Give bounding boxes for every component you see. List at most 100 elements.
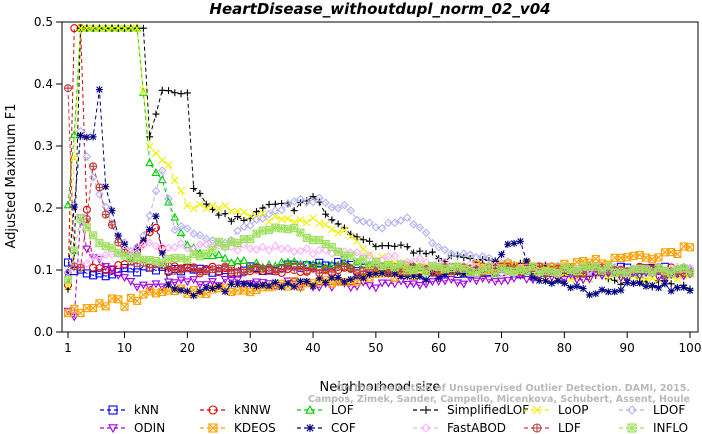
data-point-inflo [604,262,613,271]
data-point-ldof [164,194,173,204]
data-point-inflo [107,243,117,252]
data-point-cof [391,270,399,278]
data-point-cof [165,281,173,289]
data-point-cof [221,288,229,296]
data-point-lof [170,212,180,221]
data-point-cof [378,269,386,277]
legend-item-knn: kNN [100,403,159,417]
data-point-odin [390,280,400,289]
data-point-fastabod [365,251,374,260]
watermark-line-2: On the Evaluation of Unsupervised Outlie… [336,383,690,394]
data-point-inflo [378,262,387,271]
data-point-inflo [346,251,355,260]
data-point-knnw [101,265,110,275]
data-point-lof [220,253,230,262]
data-point-cof [83,133,91,141]
data-point-ldf [221,262,230,271]
data-point-odin [371,284,381,293]
data-point-odin [220,276,230,285]
data-point-ldof [88,172,98,182]
data-point-inflo [503,266,512,275]
data-point-inflo [447,264,456,273]
data-point-inflo [214,237,223,246]
data-point-cof [152,212,160,220]
data-point-cof [89,133,97,141]
data-point-cof [271,278,279,286]
data-point-ldof [233,226,242,236]
data-point-loop [152,149,160,158]
data-point-inflo [290,223,299,232]
data-point-cof [114,232,122,240]
data-point-inflo [283,225,292,234]
data-point-lof [239,255,249,264]
data-point-ldof [421,228,431,238]
data-point-cof [183,287,191,295]
data-point-cof [416,273,424,281]
data-point-cof [567,284,575,292]
data-point-cof [410,272,418,280]
data-point-ldf [76,263,85,272]
data-point-odin [252,278,261,287]
data-point-simplifiedlof [215,211,223,219]
data-point-kdeos [685,243,695,252]
data-point-odin [226,276,236,285]
data-point-simplifiedlof [259,204,267,212]
data-point-cof [252,282,260,290]
data-point-ldof [258,214,268,223]
data-point-cof [328,274,336,282]
data-point-simplifiedlof [322,210,330,218]
data-point-ldof [176,222,186,231]
data-point-cof [209,285,217,293]
data-point-ldof [384,218,393,228]
legend-marker [108,405,118,415]
legend-item-ldof: LDOF [619,403,685,417]
y-tick-label: 0.2 [34,201,53,215]
data-point-kdeos [114,295,123,304]
data-point-knn [95,269,104,278]
data-point-simplifiedlof [183,89,191,97]
data-point-cof [303,277,311,285]
data-point-loop [196,200,204,209]
data-point-loop [277,215,286,224]
data-point-ldf [170,266,179,275]
legend-item-odin: ODIN [100,421,165,434]
data-point-lof [289,256,299,265]
data-point-cof [70,203,78,211]
series-line-lof [67,27,691,276]
data-point-ldof [82,152,92,161]
data-point-cof [246,280,254,288]
data-point-loop [183,201,192,210]
data-point-loop [108,24,116,33]
data-point-odin [383,279,393,288]
data-point-loop [642,275,650,284]
data-point-loop [164,160,173,169]
data-point-cof [661,280,669,288]
x-tick-label: 20 [180,341,195,355]
data-point-fastabod [271,241,280,251]
data-point-ldof [327,203,337,212]
data-point-ldof [371,222,381,232]
data-point-lof [151,168,161,177]
legend-marker [421,423,431,433]
legend-item-inflo: INFLO [619,421,688,434]
data-point-simplifiedlof [422,250,430,258]
data-point-inflo [151,256,161,266]
data-point-fastabod [302,244,312,253]
data-point-ldof [465,250,475,260]
data-point-ldof [245,221,255,230]
data-point-cof [366,271,374,279]
legend-marker [532,405,542,415]
data-point-simplifiedlof [667,280,675,288]
data-point-cof [422,276,430,284]
axes-layer: 1 10 20 30 40 50 60 70 80 90 100 0.0 0.1 0.2 0.3 0.4 0.5 [34,15,702,355]
data-point-simplifiedlof [158,86,166,94]
data-point-cof [686,287,694,295]
data-point-ldof [428,238,437,248]
data-point-fastabod [264,245,274,255]
data-point-cof [529,274,537,282]
data-point-ldof [359,217,368,226]
data-point-ldof [101,202,110,212]
data-point-loop [566,275,575,284]
data-point-lof [314,260,324,269]
data-point-fastabod [176,239,186,248]
